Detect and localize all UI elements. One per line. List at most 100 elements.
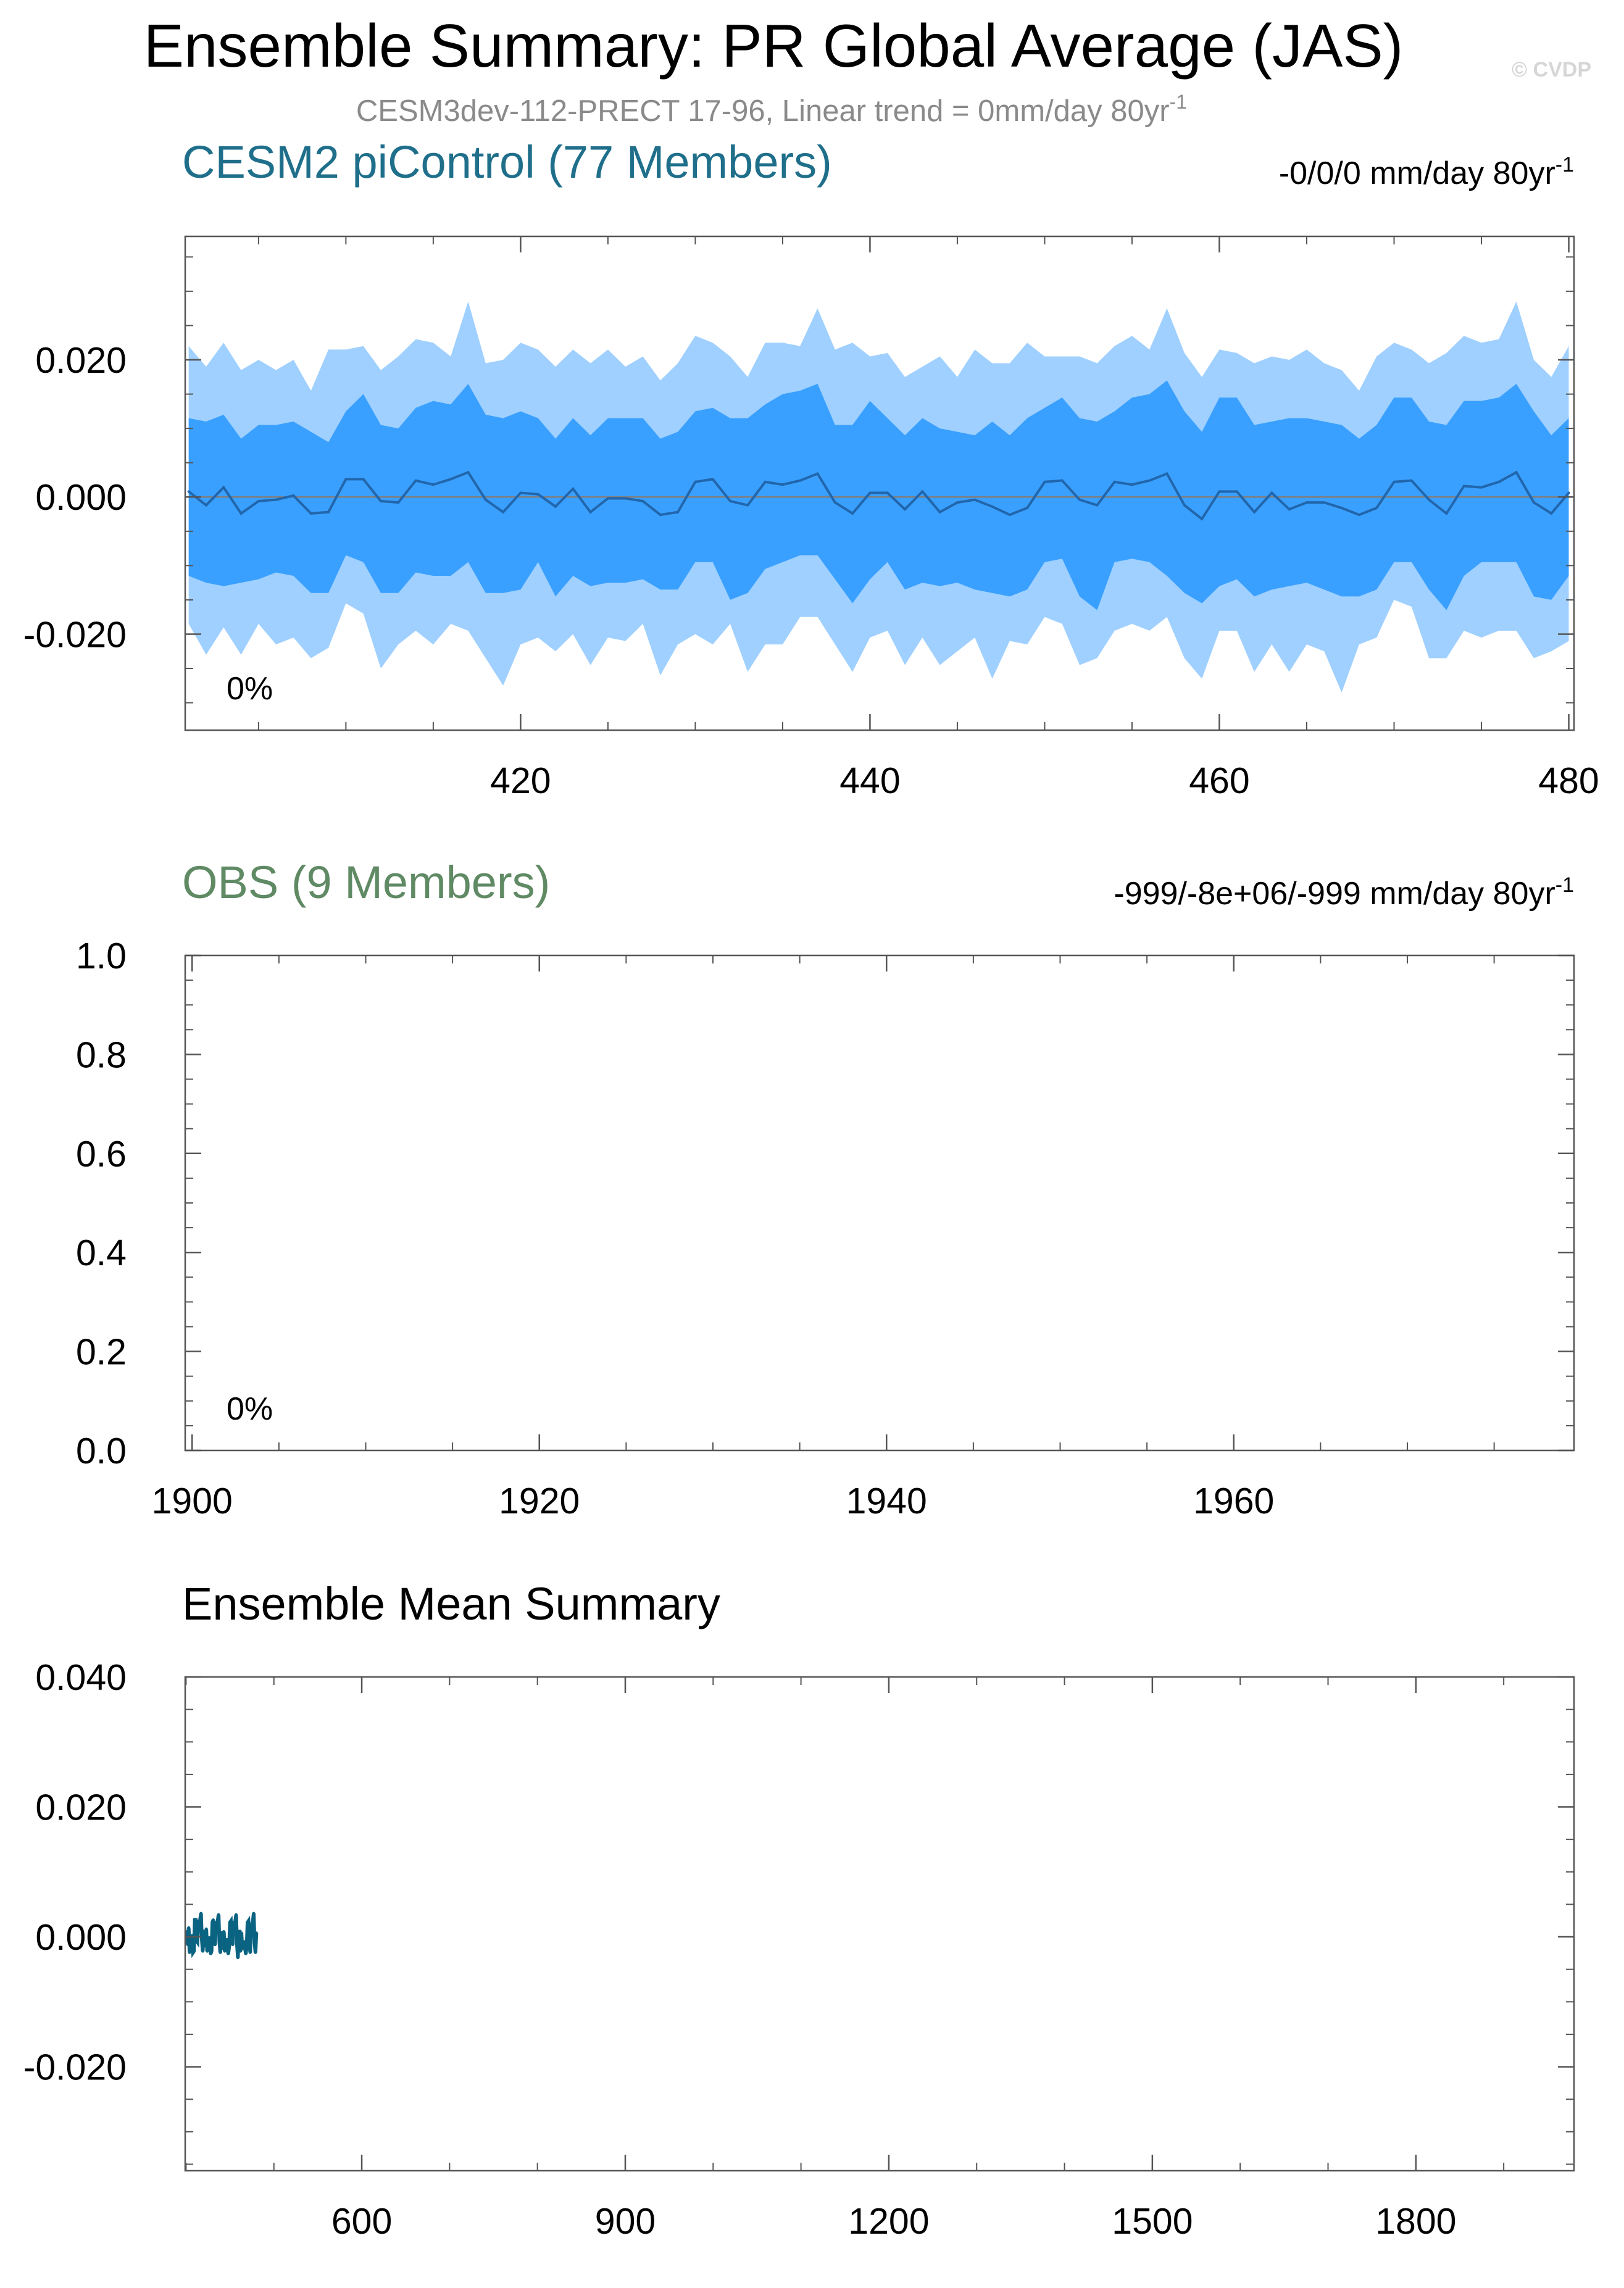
mean-point xyxy=(1357,514,1360,517)
trend-sup-obs: -1 xyxy=(1555,873,1574,897)
summary-point xyxy=(204,1927,208,1931)
mean-point xyxy=(1288,508,1291,511)
mean-point xyxy=(833,501,836,504)
summary-point xyxy=(223,1949,227,1953)
mean-point xyxy=(694,480,697,483)
x-tick-label: 1920 xyxy=(499,1481,580,1521)
mean-point xyxy=(1078,498,1081,501)
mean-point xyxy=(851,512,854,515)
summary-point xyxy=(227,1952,230,1955)
summary-point xyxy=(198,1923,201,1927)
mean-point xyxy=(973,498,976,501)
panel-ensemble-mean: Ensemble Mean Summary 600 900 1200 1500 1800… xyxy=(23,1578,1575,2242)
summary-point xyxy=(213,1943,217,1947)
mean-point xyxy=(956,501,959,504)
mean-point xyxy=(1201,517,1204,520)
mean-point xyxy=(467,471,470,474)
summary-point xyxy=(210,1921,214,1924)
mean-point xyxy=(484,498,487,501)
summary-point xyxy=(239,1931,243,1935)
mean-point xyxy=(1148,479,1151,482)
mean-point xyxy=(222,486,225,489)
trend-text-obs: -999/-8e+06/-999 mm/day 80yr xyxy=(1114,876,1555,912)
summary-point xyxy=(248,1950,252,1954)
x-tick-label: 420 xyxy=(490,760,551,801)
summary-point xyxy=(245,1945,249,1949)
mean-point xyxy=(1393,480,1396,483)
summary-point xyxy=(217,1913,220,1916)
inner-spread-band xyxy=(188,380,1569,610)
x-tick-label: 1940 xyxy=(846,1481,927,1521)
summary-point xyxy=(196,1940,199,1944)
mean-point xyxy=(1130,483,1133,486)
summary-point xyxy=(194,1918,198,1922)
summary-point xyxy=(204,1944,207,1948)
cvdp-watermark: © CVDP xyxy=(1512,58,1591,81)
panel-obs: OBS (9 Members) -999/-8e+06/-999 mm/day … xyxy=(76,857,1575,1521)
y-tick-label: 0.040 xyxy=(35,1657,127,1698)
mean-point xyxy=(257,499,260,502)
summary-point xyxy=(252,1912,256,1915)
panel-trend-label-obs: -999/-8e+06/-999 mm/day 80yr-1 xyxy=(1114,873,1574,912)
summary-point xyxy=(233,1923,236,1927)
summary-point xyxy=(233,1920,237,1923)
summary-point xyxy=(236,1956,239,1960)
mean-point xyxy=(1113,480,1116,483)
mean-point xyxy=(589,510,592,514)
y-tick-label: 0.2 xyxy=(76,1332,127,1373)
figure-subtitle: CESM3dev-112-PRECT 17-96, Linear trend =… xyxy=(356,91,1187,128)
summary-point xyxy=(207,1936,210,1940)
summary-point xyxy=(229,1920,233,1923)
trend-sup-cesm2: -1 xyxy=(1555,153,1574,177)
mean-point xyxy=(239,512,243,515)
mean-point xyxy=(1462,485,1465,488)
summary-point xyxy=(216,1920,220,1923)
summary-point xyxy=(192,1949,196,1953)
mean-point xyxy=(1043,480,1046,483)
mean-point xyxy=(991,505,994,508)
summary-point xyxy=(222,1930,226,1934)
x-tick-label: 480 xyxy=(1538,760,1599,801)
x-tick-label: 440 xyxy=(839,760,900,801)
y-tick-label: 0.4 xyxy=(76,1233,127,1273)
mean-point xyxy=(764,480,767,483)
plot-area-cesm2: 420 440 460 480 -0.020 0.000 0.020 xyxy=(23,235,1599,801)
mean-point xyxy=(624,497,627,500)
mean-point xyxy=(1096,504,1099,507)
y-tick-label: 0.000 xyxy=(35,477,127,518)
subtitle-superscript: -1 xyxy=(1170,91,1187,113)
mean-point xyxy=(1026,507,1029,509)
mean-point xyxy=(1480,486,1483,489)
mean-point xyxy=(344,478,348,481)
y-tick-label: 0.020 xyxy=(35,340,127,381)
mean-point xyxy=(204,504,207,507)
summary-point xyxy=(221,1947,225,1950)
mean-point xyxy=(711,478,714,481)
summary-point xyxy=(198,1918,202,1922)
summary-point xyxy=(202,1932,206,1936)
mean-point xyxy=(1253,510,1256,514)
y-tick-label: 1.0 xyxy=(76,936,127,976)
summary-point xyxy=(250,1926,254,1929)
summary-point xyxy=(188,1950,191,1954)
mean-point xyxy=(1165,472,1168,475)
ensemble-mean-line xyxy=(188,470,1570,521)
x-tick-label: 1900 xyxy=(152,1481,233,1521)
summary-point xyxy=(230,1937,233,1941)
summary-point xyxy=(244,1952,248,1955)
summary-point xyxy=(187,1926,191,1929)
summary-point xyxy=(254,1931,258,1935)
mean-point xyxy=(397,501,400,504)
summary-point xyxy=(248,1937,251,1941)
mean-point xyxy=(1532,501,1535,504)
mean-point xyxy=(677,510,680,514)
x-tick-label: 1960 xyxy=(1193,1481,1274,1521)
mean-point xyxy=(799,479,802,482)
summary-point xyxy=(254,1950,257,1954)
y-tick-label: -0.020 xyxy=(23,2047,127,2088)
mean-point xyxy=(606,497,609,500)
mean-point xyxy=(519,491,522,494)
summary-point xyxy=(189,1937,193,1941)
summary-point xyxy=(218,1940,222,1944)
mean-point xyxy=(1375,507,1378,509)
